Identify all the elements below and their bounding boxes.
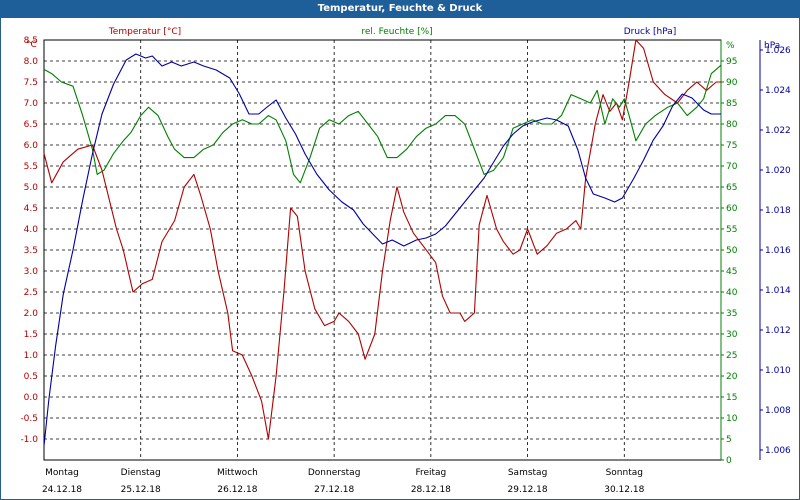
humidity-axis-label: rel. Feuchte [%] <box>361 27 432 37</box>
pressure-tick-label: 1.018 <box>765 206 791 216</box>
temperature-tick-label: 0.0 <box>24 393 39 403</box>
humidity-tick-label: 70 <box>726 162 738 172</box>
x-tick-day-label: Montag <box>45 468 79 478</box>
pressure-tick-label: 1.012 <box>765 326 791 336</box>
temperature-tick-label: 6.5 <box>24 120 38 130</box>
pressure-tick-label: 1.006 <box>765 446 791 456</box>
x-tick-day-label: Samstag <box>508 468 547 478</box>
humidity-tick-label: 35 <box>726 309 737 319</box>
temperature-tick-label: 8.0 <box>24 57 39 67</box>
humidity-tick-label: 30 <box>726 330 738 340</box>
humidity-tick-label: 10 <box>726 414 738 424</box>
x-tick-date-label: 27.12.18 <box>314 485 354 495</box>
humidity-unit-label: % <box>726 41 735 51</box>
x-tick-date-label: 25.12.18 <box>121 485 161 495</box>
x-tick-day-label: Donnerstag <box>308 468 361 478</box>
temperature-tick-label: 2.0 <box>24 309 39 319</box>
temperature-tick-label: -1.0 <box>20 435 38 445</box>
grid-layer <box>44 39 721 460</box>
pressure-tick-label: 1.014 <box>765 286 791 296</box>
temperature-tick-label: 7.0 <box>24 99 39 109</box>
temperature-tick-label: 6.0 <box>24 141 39 151</box>
pressure-tick-label: 1.008 <box>765 406 791 416</box>
pressure-axis-label: Druck [hPa] <box>624 27 677 37</box>
temperature-tick-label: 0.5 <box>24 372 38 382</box>
pressure-tick-label: 1.016 <box>765 246 791 256</box>
temperature-tick-label: 3.5 <box>24 246 38 256</box>
pressure-tick-label: 1.022 <box>765 126 791 136</box>
series-line-humidity <box>43 64 722 184</box>
temperature-tick-label: 5.5 <box>24 162 38 172</box>
temperature-tick-label: -0.5 <box>20 414 38 424</box>
series-line-temperature <box>43 39 721 440</box>
temperature-tick-label: 1.0 <box>24 351 39 361</box>
pressure-tick-label: 1.026 <box>765 46 791 56</box>
humidity-tick-label: 50 <box>726 246 738 256</box>
humidity-tick-label: 15 <box>726 393 737 403</box>
temperature-tick-label: 2.5 <box>24 288 38 298</box>
pressure-unit-label: hPa <box>764 41 780 51</box>
pressure-tick-label: 1.020 <box>765 166 791 176</box>
x-tick-date-label: 24.12.18 <box>42 485 82 495</box>
temperature-unit-label: °C <box>26 40 37 50</box>
temperature-tick-label: 3.0 <box>24 267 39 277</box>
temperature-axis-label: Temperatur [°C] <box>108 27 181 37</box>
x-tick-day-label: Freitag <box>415 468 446 478</box>
temperature-tick-label: 5.0 <box>24 183 39 193</box>
pressure-tick-label: 1.024 <box>765 86 791 96</box>
x-tick-date-label: 28.12.18 <box>411 485 451 495</box>
temperature-tick-label: 8.5 <box>24 36 38 46</box>
humidity-tick-label: 85 <box>726 99 737 109</box>
x-tick-day-label: Dienstag <box>121 468 161 478</box>
temperature-tick-label: 4.5 <box>24 204 38 214</box>
chart-title-bar: Temperatur, Feuchte & Druck <box>0 0 800 18</box>
humidity-tick-label: 25 <box>726 351 737 361</box>
series-layer <box>43 39 722 447</box>
humidity-tick-label: 0 <box>726 456 732 466</box>
x-tick-date-label: 30.12.18 <box>604 485 644 495</box>
temperature-tick-label: 7.5 <box>24 78 38 88</box>
x-tick-day-label: Mittwoch <box>217 468 258 478</box>
humidity-tick-label: 45 <box>726 267 737 277</box>
pressure-tick-label: 1.010 <box>765 366 791 376</box>
series-line-pressure <box>43 53 721 447</box>
humidity-tick-label: 90 <box>726 78 738 88</box>
humidity-tick-label: 80 <box>726 120 738 130</box>
humidity-tick-label: 75 <box>726 141 737 151</box>
x-tick-date-label: 29.12.18 <box>508 485 548 495</box>
humidity-tick-label: 95 <box>726 57 737 67</box>
temperature-tick-label: 4.0 <box>24 225 39 235</box>
humidity-tick-label: 65 <box>726 183 737 193</box>
axis-layer: -1.0 -0.5 0.0 0.5 1.0 1.5 2.0 2.5 3.0 3.5 4.0 4.5 5.… <box>20 36 791 495</box>
humidity-tick-label: 5 <box>726 435 732 445</box>
humidity-tick-label: 20 <box>726 372 738 382</box>
x-tick-date-label: 26.12.18 <box>217 485 257 495</box>
temperature-tick-label: 1.5 <box>24 330 38 340</box>
humidity-tick-label: 55 <box>726 225 737 235</box>
x-tick-day-label: Sonntag <box>606 468 643 478</box>
humidity-tick-label: 40 <box>726 288 738 298</box>
humidity-tick-label: 60 <box>726 204 738 214</box>
